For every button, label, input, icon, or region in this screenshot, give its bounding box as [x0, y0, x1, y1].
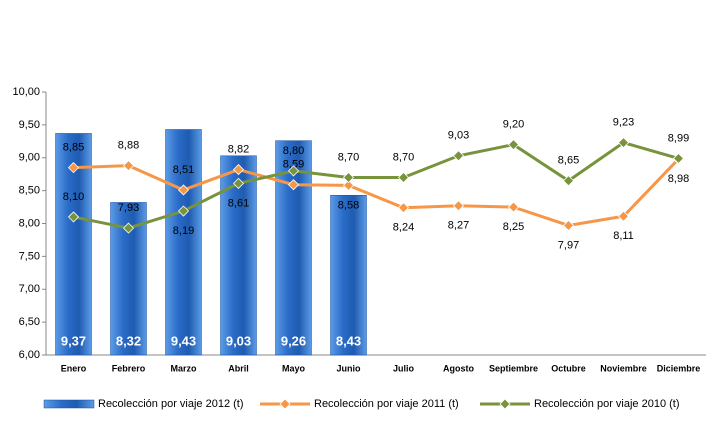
value-label: 8,24: [393, 222, 414, 234]
value-label: 8,19: [173, 225, 194, 237]
x-tick-label: Julio: [393, 363, 415, 373]
x-tick-label: Marzo: [170, 363, 197, 373]
bar-value-label: 9,43: [171, 333, 196, 348]
marker: [232, 164, 245, 176]
marker: [67, 162, 80, 174]
x-tick-label: Junio: [337, 363, 362, 373]
legend-swatch: [43, 399, 95, 409]
x-tick-label: Septiembre: [489, 363, 538, 373]
value-label: 8,88: [118, 140, 139, 152]
marker: [342, 171, 355, 184]
bar-value-label: 9,37: [61, 333, 86, 348]
bar-value-label: 9,26: [281, 333, 306, 348]
bar-value-label: 8,32: [116, 333, 141, 348]
marker: [177, 184, 190, 196]
marker: [122, 160, 135, 172]
legend-marker: [499, 398, 511, 410]
marker: [562, 219, 575, 232]
value-label: 8,58: [338, 199, 359, 211]
bar: [165, 129, 202, 356]
legend-marker: [279, 398, 291, 410]
value-label: 8,80: [283, 145, 304, 157]
value-label: 9,23: [613, 117, 634, 129]
value-label: 8,65: [558, 155, 579, 167]
value-label: 8,98: [668, 173, 689, 185]
value-label: 8,10: [63, 191, 84, 203]
marker: [507, 201, 520, 213]
x-tick-label: Agosto: [443, 363, 474, 373]
x-tick-label: Abril: [228, 363, 249, 373]
value-label: 8,11: [613, 230, 634, 242]
bar-value-label: 9,03: [226, 333, 251, 348]
value-label: 8,61: [228, 197, 249, 209]
value-label: 8,25: [503, 221, 524, 233]
marker: [617, 137, 630, 149]
y-tick-label: 7,50: [19, 250, 40, 262]
value-label: 8,99: [668, 132, 689, 144]
y-tick-label: 9,50: [19, 119, 40, 131]
marker: [452, 150, 465, 162]
marker: [562, 175, 575, 187]
marker: [452, 200, 465, 212]
marker: [122, 222, 135, 234]
legend-label: Recolección por viaje 2011 (t): [314, 398, 459, 410]
marker: [232, 177, 245, 189]
value-label: 8,85: [63, 142, 84, 154]
value-label: 7,97: [558, 239, 579, 251]
value-label: 9,20: [503, 119, 524, 131]
marker: [287, 179, 300, 191]
y-tick-label: 8,50: [19, 185, 40, 197]
x-tick-label: Diciembre: [657, 363, 701, 373]
value-label: 8,51: [173, 164, 194, 176]
y-tick-label: 7,00: [19, 283, 40, 295]
marker: [617, 210, 630, 222]
line: [73, 158, 680, 228]
marker: [177, 205, 190, 217]
y-tick-label: 6,50: [19, 316, 40, 328]
y-tick-label: 6,00: [19, 349, 40, 361]
value-label: 8,70: [393, 151, 414, 163]
y-tick-label: 10,00: [12, 86, 40, 98]
marker: [507, 139, 520, 151]
value-label: 8,59: [283, 159, 304, 171]
x-tick-label: Octubre: [551, 363, 586, 373]
bar-value-label: 8,43: [336, 333, 361, 348]
x-tick-label: Enero: [61, 363, 87, 373]
x-tick-label: Noviembre: [600, 363, 647, 373]
legend-label: Recolección por viaje 2010 (t): [534, 398, 680, 410]
y-tick-label: 8,00: [19, 217, 40, 229]
marker: [397, 202, 410, 214]
value-label: 7,93: [118, 202, 139, 214]
legend-label: Recolección por viaje 2012 (t): [98, 398, 244, 410]
bar: [330, 194, 367, 356]
marker: [287, 165, 300, 177]
marker: [397, 171, 410, 184]
value-label: 9,03: [448, 130, 469, 142]
value-label: 8,82: [228, 143, 249, 155]
marker: [67, 211, 80, 223]
line: [73, 140, 679, 230]
marker: [672, 152, 685, 164]
x-tick-label: Febrero: [112, 363, 146, 373]
value-label: 8,70: [338, 151, 359, 163]
marker: [342, 179, 355, 191]
x-tick-label: Mayo: [282, 363, 306, 373]
value-label: 8,27: [448, 220, 469, 232]
y-tick-label: 9,00: [19, 152, 40, 164]
